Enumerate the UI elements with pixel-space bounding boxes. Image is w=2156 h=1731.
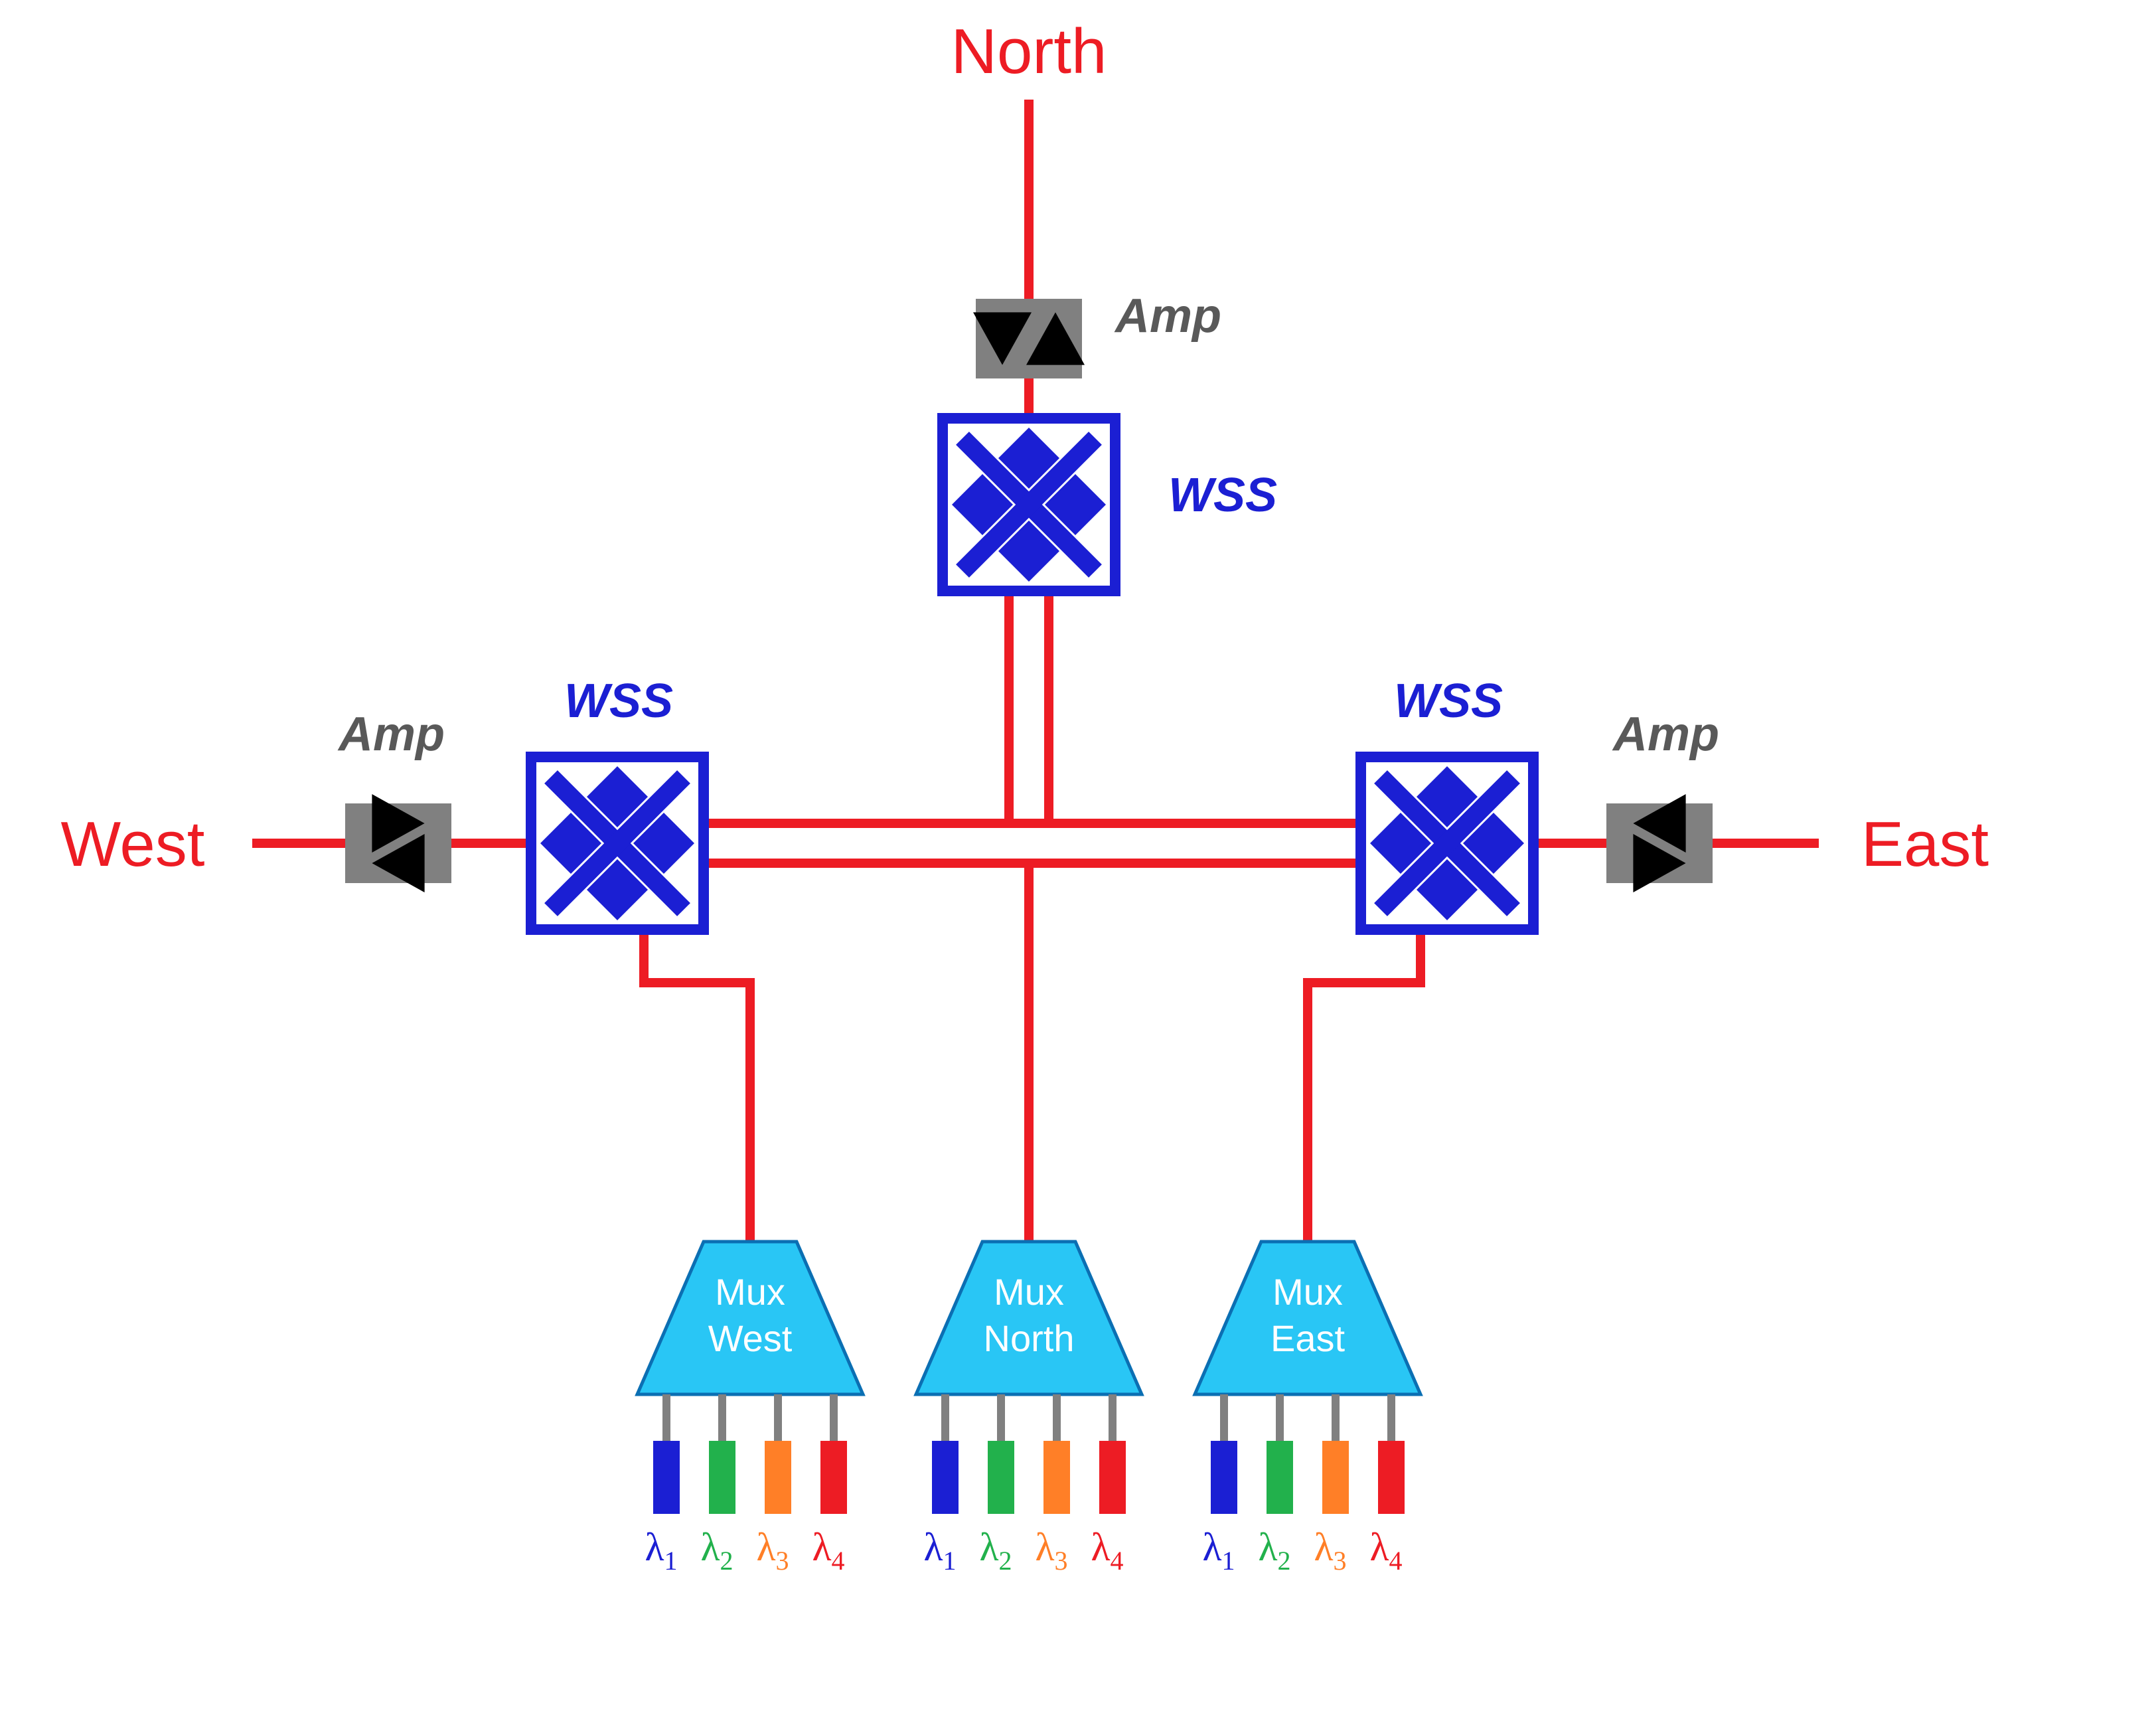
mux-label-1: Mux [1272, 1271, 1343, 1313]
lambda-label: λ1 [645, 1525, 677, 1576]
amp-north: Amp [973, 289, 1221, 378]
label-north: North [951, 16, 1107, 87]
mux-label-1: Mux [715, 1271, 785, 1313]
wss-label: WSS [564, 675, 673, 728]
mux-label-2: East [1270, 1317, 1345, 1359]
wss-label: WSS [1394, 675, 1503, 728]
amp-label: Amp [337, 708, 445, 761]
label-west: West [61, 809, 205, 880]
mux-label-2: North [984, 1317, 1075, 1359]
lambda-label: λ4 [812, 1525, 844, 1576]
mux-west: MuxWest λ1 λ2 λ3 λ4 [637, 1242, 863, 1576]
lambda-label: λ3 [1035, 1525, 1067, 1576]
wss-east: WSS [1361, 675, 1533, 930]
lambda-label: λ2 [1258, 1525, 1290, 1576]
amp-label: Amp [1114, 289, 1221, 343]
wss-west: WSS [531, 675, 704, 930]
amp-east: Amp [1606, 708, 1719, 892]
mux-label-2: West [708, 1317, 793, 1359]
lambda-label: λ3 [756, 1525, 789, 1576]
wss-north: WSS [943, 418, 1277, 591]
label-east: East [1861, 809, 1989, 880]
lambda-label: λ3 [1314, 1525, 1346, 1576]
mux-label-1: Mux [994, 1271, 1064, 1313]
fiber-lines [0, 0, 1819, 1242]
lambda-label: λ1 [1202, 1525, 1235, 1576]
mux-north: MuxNorth λ1 λ2 λ3 λ4 [916, 1242, 1142, 1576]
amp-label: Amp [1612, 708, 1719, 761]
wss-label: WSS [1168, 469, 1277, 522]
lambda-label: λ1 [923, 1525, 956, 1576]
amp-west: Amp [337, 708, 451, 892]
mux-east: MuxEast λ1 λ2 λ3 λ4 [1195, 1242, 1421, 1576]
lambda-label: λ2 [700, 1525, 733, 1576]
lambda-label: λ4 [1369, 1525, 1402, 1576]
lambda-label: λ4 [1091, 1525, 1123, 1576]
lambda-label: λ2 [979, 1525, 1012, 1576]
